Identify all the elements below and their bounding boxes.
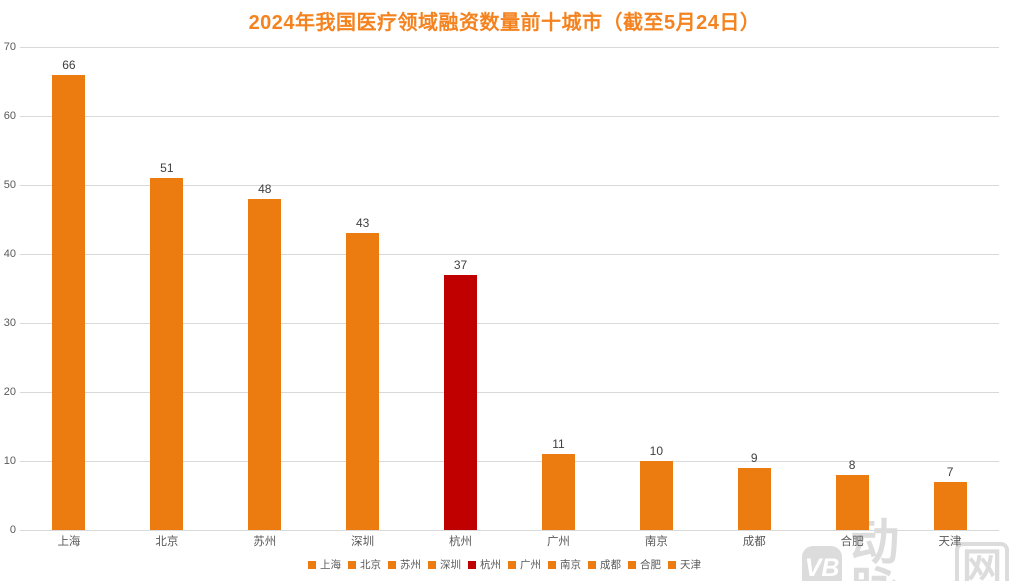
legend-item: 上海 (308, 557, 341, 572)
x-axis-category-label: 苏州 (253, 536, 277, 548)
y-axis-tick-label: 30 (3, 317, 16, 329)
legend-label: 深圳 (440, 559, 461, 571)
bar (933, 481, 967, 530)
legend-label: 北京 (360, 559, 381, 571)
bar-value-label: 10 (649, 444, 664, 458)
bar (737, 467, 771, 530)
legend-label: 苏州 (400, 559, 421, 571)
gridline (20, 392, 999, 393)
y-axis-tick-label: 50 (3, 179, 16, 191)
legend-item: 合肥 (628, 557, 661, 572)
x-axis-category-label: 成都 (742, 536, 766, 548)
y-axis-tick-label: 40 (3, 248, 16, 260)
x-axis-category-label: 深圳 (351, 536, 375, 548)
legend-item: 成都 (588, 557, 621, 572)
y-axis-tick-label: 60 (3, 110, 16, 122)
bar-value-label: 51 (160, 161, 174, 176)
gridline (20, 530, 999, 531)
y-axis-tick-label: 10 (3, 455, 16, 467)
legend-marker (628, 560, 636, 569)
legend-marker (508, 560, 516, 569)
bar-value-label: 48 (258, 181, 272, 196)
bar (541, 454, 575, 530)
bar-value-label: 11 (552, 437, 565, 452)
x-axis-category-label: 广州 (546, 536, 570, 548)
bar-value-label: 8 (848, 457, 856, 472)
vb-logo-icon: VB (802, 546, 843, 581)
legend-label: 上海 (320, 559, 341, 571)
bar-value-label: 66 (62, 57, 76, 72)
x-axis-category-label: 天津 (938, 536, 962, 548)
y-axis-tick-label: 0 (9, 524, 16, 536)
legend-marker (428, 560, 436, 569)
watermark: VB 动脉 网 (802, 519, 1009, 581)
legend-marker (388, 560, 396, 569)
legend-marker (668, 560, 676, 569)
legend-label: 合肥 (640, 559, 661, 571)
gridline (20, 47, 999, 48)
gridline (20, 254, 999, 255)
watermark-boxed-char: 网 (955, 542, 1009, 581)
legend-item: 苏州 (388, 557, 421, 572)
bar-value-label: 9 (750, 450, 758, 465)
legend-marker (548, 560, 556, 569)
legend-marker (308, 560, 316, 569)
y-axis-tick-label: 70 (3, 41, 16, 53)
legend-item: 深圳 (428, 557, 461, 572)
bar (639, 461, 673, 530)
x-axis-category-label: 南京 (644, 536, 668, 548)
legend-label: 天津 (680, 559, 701, 571)
x-axis-category-label: 合肥 (840, 536, 864, 548)
gridline (20, 185, 999, 186)
legend-item: 杭州 (468, 557, 501, 572)
legend-item: 广州 (508, 557, 541, 572)
bar (835, 474, 869, 530)
legend-marker (588, 560, 596, 569)
legend-item: 北京 (348, 557, 381, 572)
gridline (20, 461, 999, 462)
legend-marker (468, 560, 476, 569)
legend-label: 广州 (520, 559, 541, 571)
legend-label: 南京 (560, 559, 581, 571)
gridline (20, 116, 999, 117)
bar (346, 233, 380, 530)
legend-marker (348, 560, 356, 569)
y-axis-tick-label: 20 (3, 386, 16, 398)
legend-label: 杭州 (480, 559, 501, 571)
bar (444, 274, 478, 530)
x-axis-category-label: 上海 (57, 536, 81, 548)
watermark-text: 动脉 (850, 516, 904, 581)
bar-value-label: 43 (355, 216, 370, 231)
bar (248, 198, 282, 530)
chart-title: 2024年我国医疗领域融资数量前十城市（截至5月24日） (248, 12, 761, 34)
legend: 上海 北京 苏州 深圳 杭州 广州 南京 成都 合肥 天津 (0, 557, 1009, 572)
legend-item: 南京 (548, 557, 581, 572)
legend-item: 天津 (668, 557, 701, 572)
x-axis-category-label: 杭州 (449, 536, 473, 548)
x-axis-category-label: 北京 (155, 536, 179, 548)
bar-value-label: 37 (453, 257, 468, 272)
bar (52, 74, 86, 530)
bar (150, 178, 184, 530)
gridline (20, 323, 999, 324)
bar-value-label: 7 (946, 464, 954, 479)
legend-label: 成都 (600, 559, 621, 571)
